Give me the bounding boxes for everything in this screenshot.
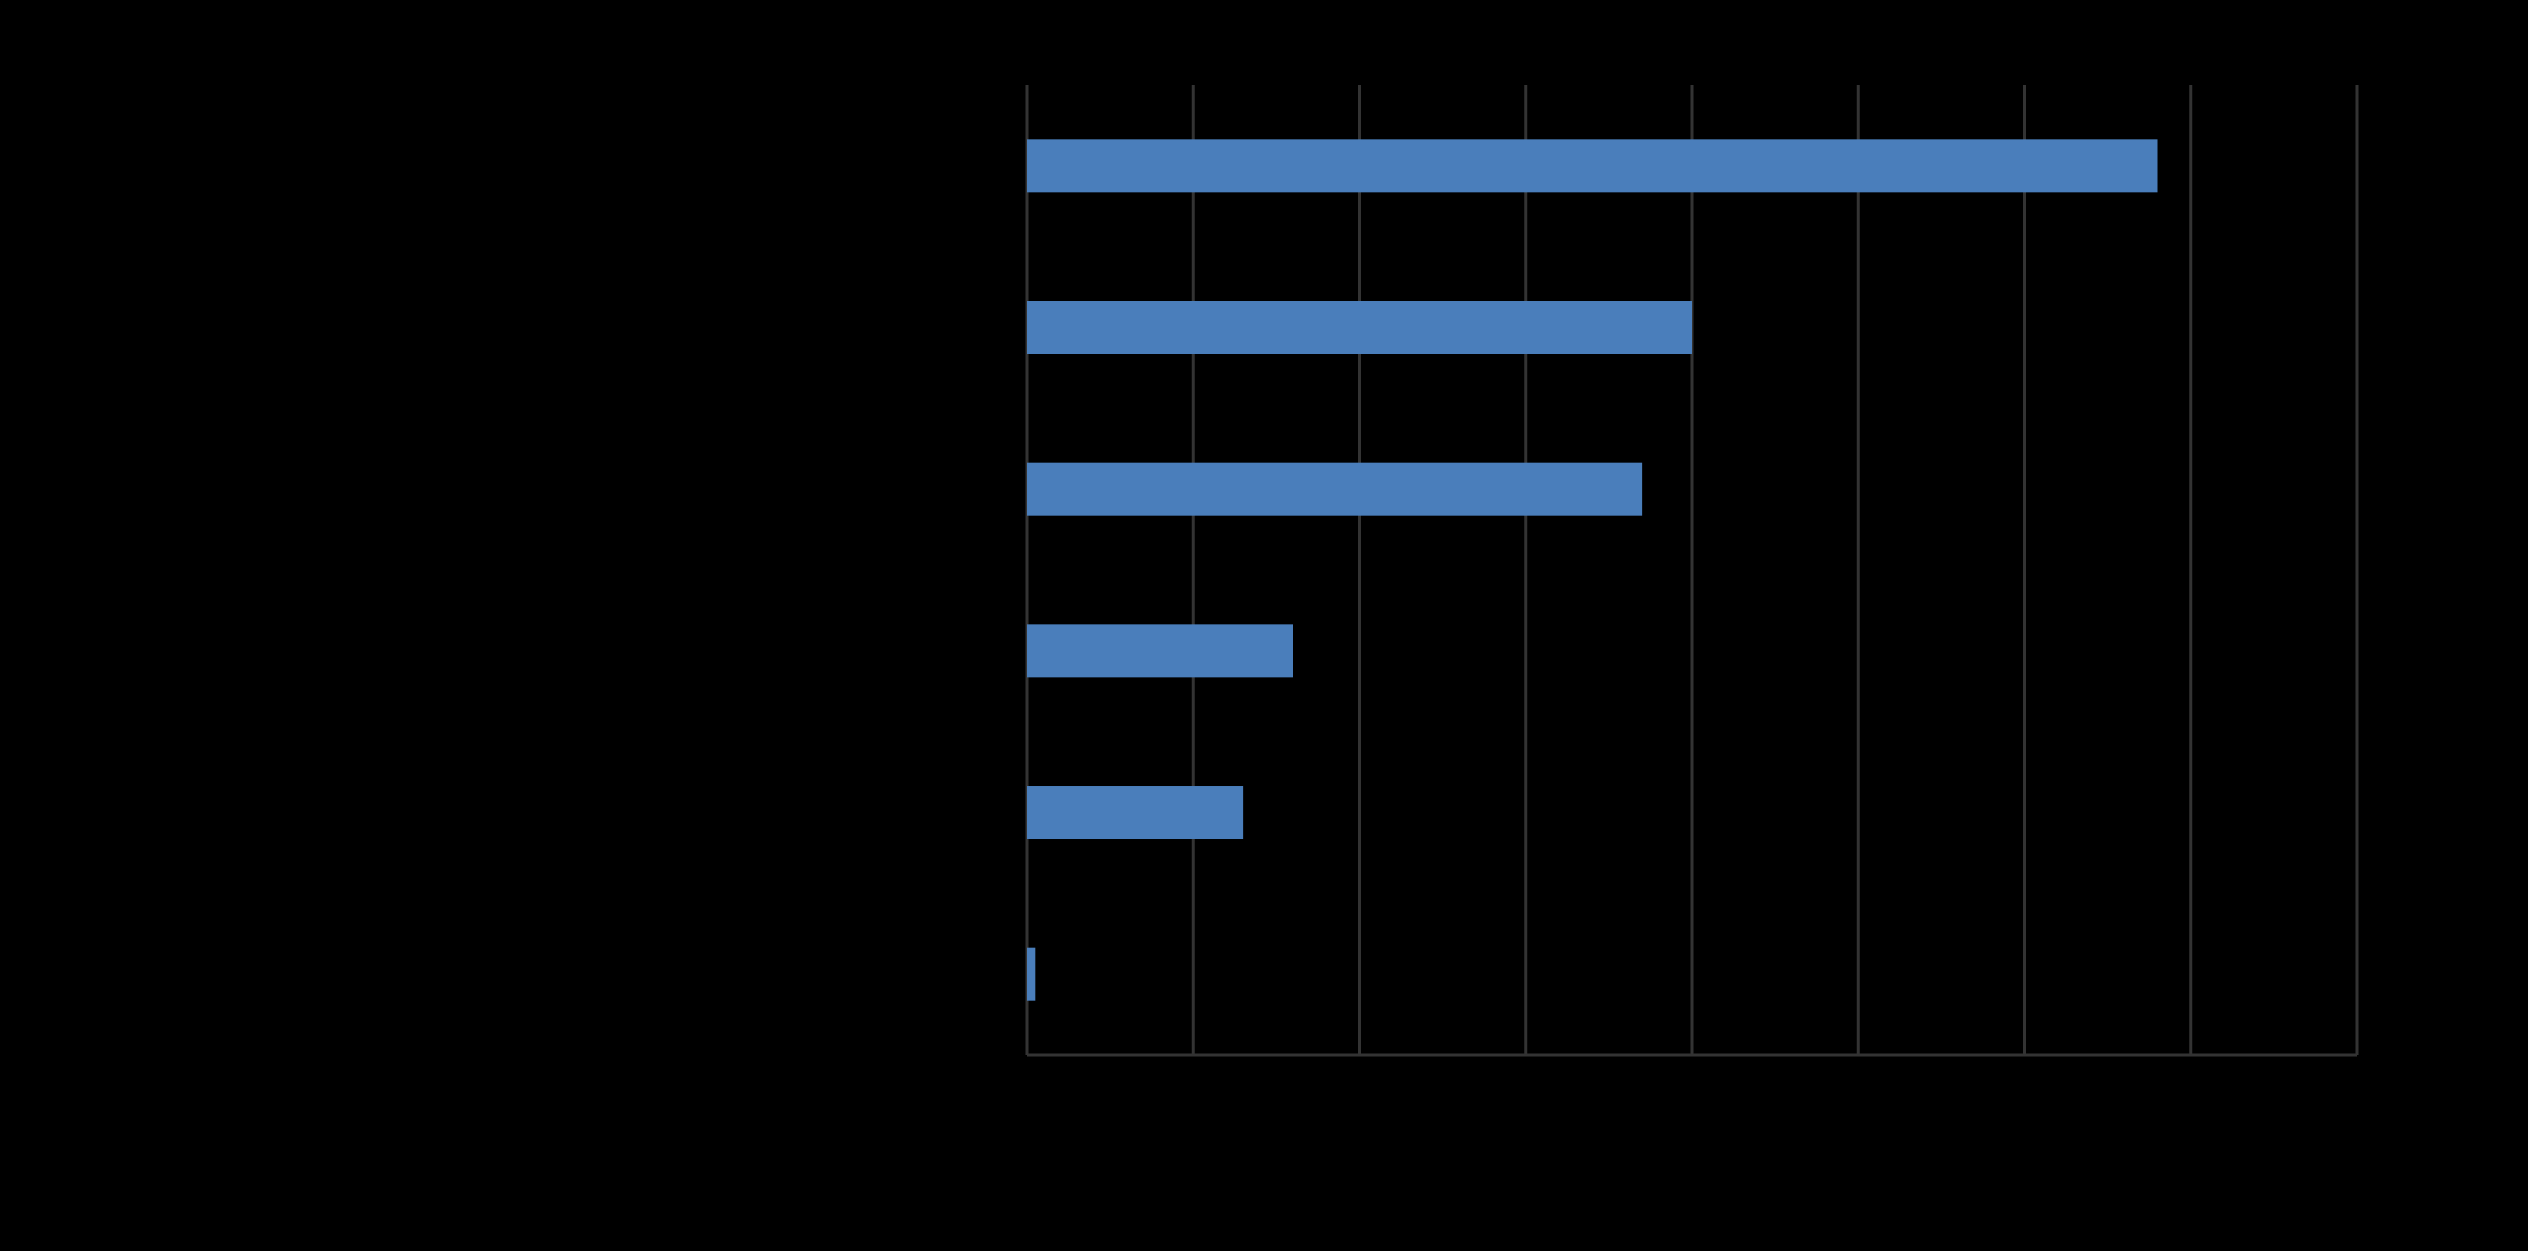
bar: [1027, 463, 1642, 516]
bar-chart: [0, 0, 2528, 1251]
bar: [1027, 786, 1243, 839]
bar: [1027, 948, 1035, 1001]
bar: [1027, 139, 2158, 192]
chart-container: [0, 0, 2528, 1251]
bar: [1027, 301, 1692, 354]
bar: [1027, 624, 1293, 677]
